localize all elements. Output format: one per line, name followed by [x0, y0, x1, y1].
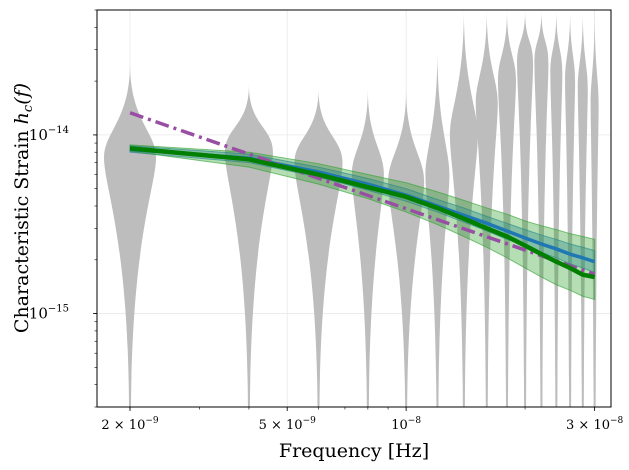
y-tick-label-base: 10: [29, 305, 48, 323]
y-axis-label: Characteristic Strain hc(f): [11, 83, 36, 333]
y-tick-label: 10−14: [29, 125, 69, 144]
x-tick-label-exponent: −9: [145, 416, 159, 426]
x-tick-label: 10−8: [391, 416, 421, 433]
y-tick-label: 10−15: [29, 304, 69, 323]
x-tick-label-exponent: −9: [303, 416, 317, 426]
violin: [498, 10, 517, 407]
series-line: [129, 111, 596, 276]
x-tick-label-exponent: −8: [408, 416, 422, 426]
y-tick-label-exponent: −15: [48, 304, 69, 315]
x-tick-label-part: 5: [259, 418, 271, 433]
x-tick-label: 5 × 10−9: [259, 416, 317, 433]
series-line: [129, 146, 596, 280]
violin: [534, 10, 549, 407]
violin: [517, 10, 534, 407]
plot-background: [97, 10, 611, 407]
y-axis-label-arg: (f): [11, 83, 33, 105]
x-tick-label-exponent: −8: [610, 416, 624, 426]
violin: [351, 89, 384, 408]
y-axis-label-math: h: [11, 112, 33, 124]
series-line: [129, 147, 596, 264]
violin: [425, 49, 450, 407]
x-tick-label-part: 2: [101, 418, 113, 433]
y-tick-label-base: 10: [29, 126, 48, 144]
x-tick-label-part: 10: [593, 418, 610, 433]
plot-frame: [96, 9, 612, 408]
violin: [388, 89, 425, 408]
y-axis-label-sub: c: [21, 104, 36, 112]
violin: [449, 10, 478, 407]
y-tick-label-exponent: −14: [48, 125, 69, 136]
violin: [550, 10, 563, 407]
x-tick-label: 2 × 10−9: [101, 416, 159, 433]
x-tick-label: 3 × 10−8: [566, 416, 624, 433]
x-tick-label-part: 10: [286, 418, 303, 433]
x-tick-label-part: 10: [391, 418, 408, 433]
band: [129, 144, 596, 301]
x-tick-label-part: ×: [271, 418, 286, 433]
violin: [577, 10, 588, 407]
violin: [475, 10, 498, 407]
x-tick-label-part: ×: [578, 418, 593, 433]
x-tick-label-part: ×: [114, 418, 129, 433]
violin: [590, 10, 599, 407]
x-tick-label-part: 10: [129, 418, 146, 433]
x-tick-label-part: 3: [566, 418, 578, 433]
series-lines: [129, 111, 596, 280]
x-axis-label: Frequency [Hz]: [279, 440, 429, 462]
y-axis-label-text: Characteristic Strain: [11, 124, 33, 333]
violin: [565, 10, 576, 407]
